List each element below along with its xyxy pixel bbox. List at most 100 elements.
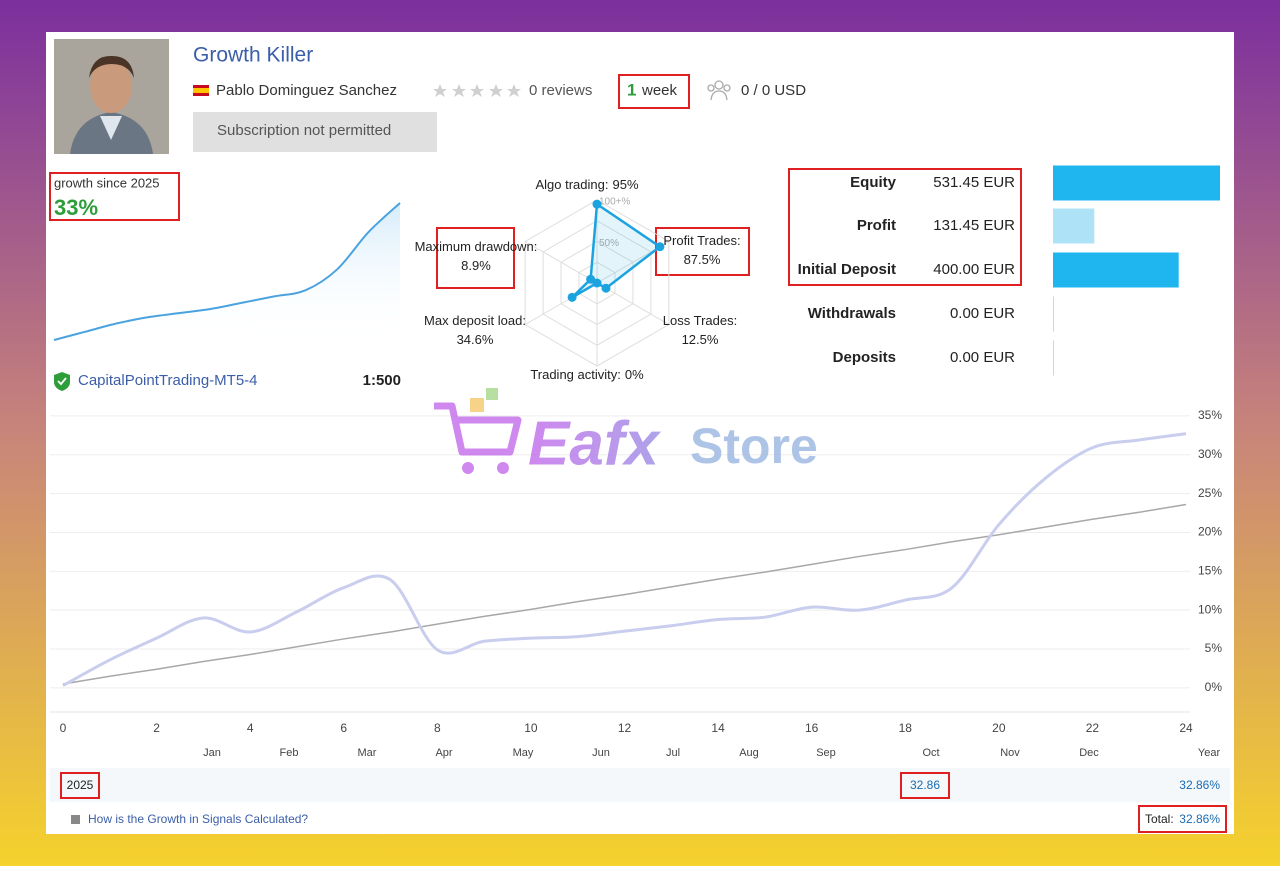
month-label: Mar bbox=[358, 747, 377, 759]
highlight-box bbox=[655, 227, 750, 276]
growth-value: 33% bbox=[54, 195, 98, 220]
yearly-row bbox=[50, 768, 1230, 802]
age-number: 1 bbox=[627, 80, 636, 99]
x-tick-label: 22 bbox=[1086, 721, 1100, 735]
flag bbox=[193, 85, 209, 96]
stat-bar bbox=[1053, 208, 1095, 244]
radar-category: Max deposit load: bbox=[424, 313, 526, 328]
x-tick-label: 24 bbox=[1179, 721, 1193, 735]
radar-point bbox=[601, 283, 611, 293]
y-tick-label: 20% bbox=[1198, 525, 1222, 539]
highlight-box bbox=[1138, 805, 1227, 833]
radar-point bbox=[567, 292, 577, 302]
month-label: Oct bbox=[922, 747, 939, 759]
sparkline-area bbox=[54, 203, 400, 345]
subscribers-icon bbox=[707, 80, 731, 101]
stat-value: 0.00 EUR bbox=[950, 349, 1015, 366]
y-tick-label: 0% bbox=[1205, 680, 1223, 694]
total-value: 32.86% bbox=[1179, 812, 1220, 826]
radar-label: Max deposit load: 34.6% bbox=[424, 313, 526, 347]
radar-category: Trading activity: bbox=[530, 367, 621, 382]
radar-point bbox=[655, 242, 665, 252]
y-tick-label: 30% bbox=[1198, 447, 1222, 461]
stat-value: 400.00 EUR bbox=[933, 261, 1015, 278]
year: 2025 bbox=[67, 778, 94, 792]
y-tick-label: 15% bbox=[1198, 563, 1222, 577]
growth-label: growth since 2025 bbox=[54, 175, 160, 190]
highlight-box bbox=[900, 772, 950, 799]
x-tick-label: 6 bbox=[340, 721, 347, 735]
y-tick-label: 5% bbox=[1205, 641, 1223, 655]
month-label: Year bbox=[1198, 747, 1221, 759]
watermark-text: Eafx bbox=[528, 409, 661, 478]
radar-point bbox=[586, 274, 596, 284]
broker[interactable]: CapitalPointTrading-MT5-4 bbox=[78, 372, 258, 389]
radar-value: 0% bbox=[625, 367, 644, 382]
y-tick-label: 25% bbox=[1198, 486, 1222, 500]
broker-icon bbox=[54, 372, 70, 391]
x-tick-label: 2 bbox=[153, 721, 160, 735]
x-tick-label: 14 bbox=[711, 721, 725, 735]
signal-title: Growth Killer bbox=[193, 44, 313, 67]
stat-value: 531.45 EUR bbox=[933, 174, 1015, 191]
help-link[interactable]: How is the Growth in Signals Calculated? bbox=[88, 812, 308, 826]
radar-point bbox=[592, 199, 602, 209]
x-tick-label: 4 bbox=[247, 721, 254, 735]
card bbox=[46, 32, 1234, 834]
radar-label: Maximum drawdown: 8.9% bbox=[415, 239, 538, 273]
radar-label: Algo trading: 95% bbox=[535, 177, 638, 192]
watermark: Eafx Store bbox=[434, 388, 818, 478]
radar-category: Profit Trades: bbox=[663, 233, 740, 248]
radar-spoke bbox=[524, 241, 598, 284]
radar-label: Trading activity: 0% bbox=[530, 367, 644, 382]
stat-label: Equity bbox=[850, 174, 896, 191]
stat-bar bbox=[1053, 296, 1054, 332]
month-label: May bbox=[513, 747, 534, 759]
highlight-box bbox=[788, 168, 1022, 286]
highlight-box bbox=[60, 772, 100, 799]
stat-value: 0.00 EUR bbox=[950, 305, 1015, 322]
month-label: Feb bbox=[280, 747, 299, 759]
series-line bbox=[62, 503, 1187, 685]
help-icon bbox=[71, 815, 80, 824]
month-label: Sep bbox=[816, 747, 836, 759]
watermark-text: Store bbox=[690, 418, 818, 474]
radar-category: Loss Trades: bbox=[663, 313, 737, 328]
stat-value: 131.45 EUR bbox=[933, 217, 1015, 234]
reviews[interactable]: 0 reviews bbox=[529, 82, 592, 99]
y-tick-label: 35% bbox=[1198, 408, 1222, 422]
month-growth: 32.86 bbox=[910, 778, 940, 792]
stat-label: Deposits bbox=[833, 349, 896, 366]
y-tick-label: 10% bbox=[1198, 602, 1222, 616]
author[interactable]: Pablo Dominguez Sanchez bbox=[216, 82, 397, 99]
radar-value: 8.9% bbox=[461, 258, 491, 273]
subscribe-button[interactable] bbox=[193, 112, 437, 152]
total-label: Total: bbox=[1145, 812, 1174, 826]
avatar bbox=[54, 39, 169, 154]
radar-tick-label: 100+% bbox=[599, 197, 631, 208]
stat-bar bbox=[1053, 340, 1054, 376]
x-tick-label: 8 bbox=[434, 721, 441, 735]
leverage: 1:500 bbox=[363, 372, 401, 389]
stat-label: Profit bbox=[857, 217, 896, 234]
radar-value: 87.5% bbox=[684, 252, 721, 267]
month-label: Jun bbox=[592, 747, 610, 759]
month-label: Jan bbox=[203, 747, 221, 759]
month-label: Apr bbox=[435, 747, 452, 759]
charts: 50% 100+% Algo trading: 95% Profit Trades: 87… bbox=[50, 165, 1223, 759]
radar-value: 12.5% bbox=[682, 332, 719, 347]
stat-label: Initial Deposit bbox=[798, 261, 896, 278]
month-label: Dec bbox=[1079, 747, 1099, 759]
highlight-box bbox=[618, 74, 690, 109]
x-tick-label: 12 bbox=[618, 721, 632, 735]
subscribe-button-label[interactable]: Subscription not permitted bbox=[217, 122, 391, 139]
rating-stars bbox=[433, 84, 521, 97]
age-unit: week bbox=[641, 82, 678, 99]
year-growth: 32.86% bbox=[1179, 778, 1220, 792]
stat-label: Withdrawals bbox=[808, 305, 896, 322]
x-tick-label: 0 bbox=[60, 721, 67, 735]
series-line bbox=[62, 432, 1187, 687]
radar-value: 95% bbox=[612, 177, 638, 192]
